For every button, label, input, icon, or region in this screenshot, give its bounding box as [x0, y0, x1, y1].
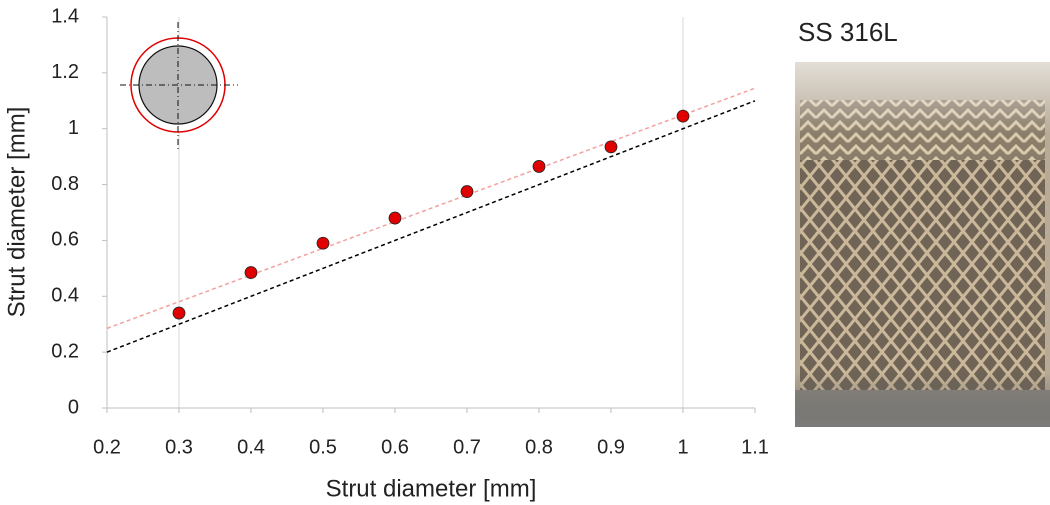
x-tick-label: 1.1 — [741, 436, 769, 458]
photo — [795, 62, 1050, 427]
y-axis-title: Strut diameter [mm] — [3, 107, 30, 318]
data-point — [388, 211, 402, 225]
y-tick-label: 1 — [68, 117, 79, 139]
trend-line — [106, 87, 756, 330]
y-tick-label: 1.2 — [51, 61, 79, 83]
data-point — [676, 109, 690, 123]
strut-icon — [120, 22, 238, 150]
data-point — [316, 236, 330, 250]
x-tick-label: 0.8 — [525, 436, 553, 458]
plot: 0 0.2 0.4 0.6 0.8 1 1.2 1.4 0.2 0.3 0.4 0.5 0.6 0.7 0.… — [51, 5, 769, 458]
y-tick-label: 0.6 — [51, 229, 79, 251]
y-tick-label: 0.2 — [51, 340, 79, 362]
x-tick-label: 0.6 — [381, 436, 409, 458]
data-point — [604, 140, 618, 154]
x-tick-label: 1 — [677, 436, 688, 458]
y-tick-label: 0.8 — [51, 173, 79, 195]
trend-line — [106, 100, 756, 353]
x-tick-label: 0.5 — [309, 436, 337, 458]
y-tick-label: 1.4 — [51, 5, 79, 27]
x-axis-title: Strut diameter [mm] — [326, 475, 537, 502]
data-point — [172, 306, 186, 320]
data-point — [532, 160, 546, 173]
x-tick-label: 0.9 — [597, 436, 625, 458]
x-tick-label: 0.2 — [93, 436, 121, 458]
data-point — [244, 266, 258, 279]
y-tick-label: 0.4 — [51, 285, 79, 307]
data-point — [460, 185, 474, 198]
x-tick-label: 0.7 — [453, 436, 481, 458]
x-tick-label: 0.4 — [237, 436, 265, 458]
x-tick-label: 0.3 — [165, 436, 193, 458]
photo-label: SS 316L — [798, 17, 898, 47]
y-tick-label: 0 — [68, 396, 79, 418]
